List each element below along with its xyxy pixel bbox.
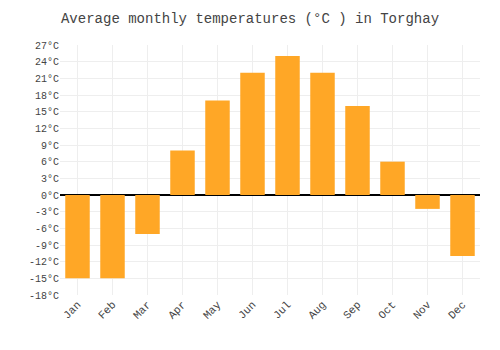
svg-text:Mar: Mar [131, 299, 153, 321]
svg-text:Dec: Dec [446, 299, 468, 321]
svg-text:18°C: 18°C [35, 91, 59, 102]
svg-text:Nov: Nov [411, 299, 434, 322]
svg-text:-15°C: -15°C [29, 274, 59, 285]
svg-text:24°C: 24°C [35, 57, 59, 68]
svg-text:Apr: Apr [166, 299, 188, 321]
svg-text:3°C: 3°C [41, 174, 59, 185]
svg-text:21°C: 21°C [35, 74, 59, 85]
svg-text:Jun: Jun [236, 299, 258, 321]
svg-text:-3°C: -3°C [35, 207, 59, 218]
svg-text:12°C: 12°C [35, 124, 59, 135]
svg-text:15°C: 15°C [35, 107, 59, 118]
svg-text:-6°C: -6°C [35, 224, 59, 235]
svg-text:Oct: Oct [376, 299, 398, 321]
svg-text:Feb: Feb [96, 299, 118, 321]
svg-text:-9°C: -9°C [35, 241, 59, 252]
svg-text:May: May [201, 299, 224, 322]
svg-text:0°C: 0°C [41, 191, 59, 202]
svg-text:Jul: Jul [271, 299, 293, 321]
svg-text:-18°C: -18°C [29, 291, 59, 302]
svg-text:Sep: Sep [341, 299, 363, 321]
svg-text:Aug: Aug [306, 299, 328, 321]
svg-text:27°C: 27°C [35, 41, 59, 52]
svg-text:6°C: 6°C [41, 157, 59, 168]
svg-text:Jan: Jan [61, 299, 83, 321]
svg-text:9°C: 9°C [41, 141, 59, 152]
svg-text:Average monthly temperatures (: Average monthly temperatures (°C ) in To… [61, 11, 439, 27]
svg-text:-12°C: -12°C [29, 257, 59, 268]
